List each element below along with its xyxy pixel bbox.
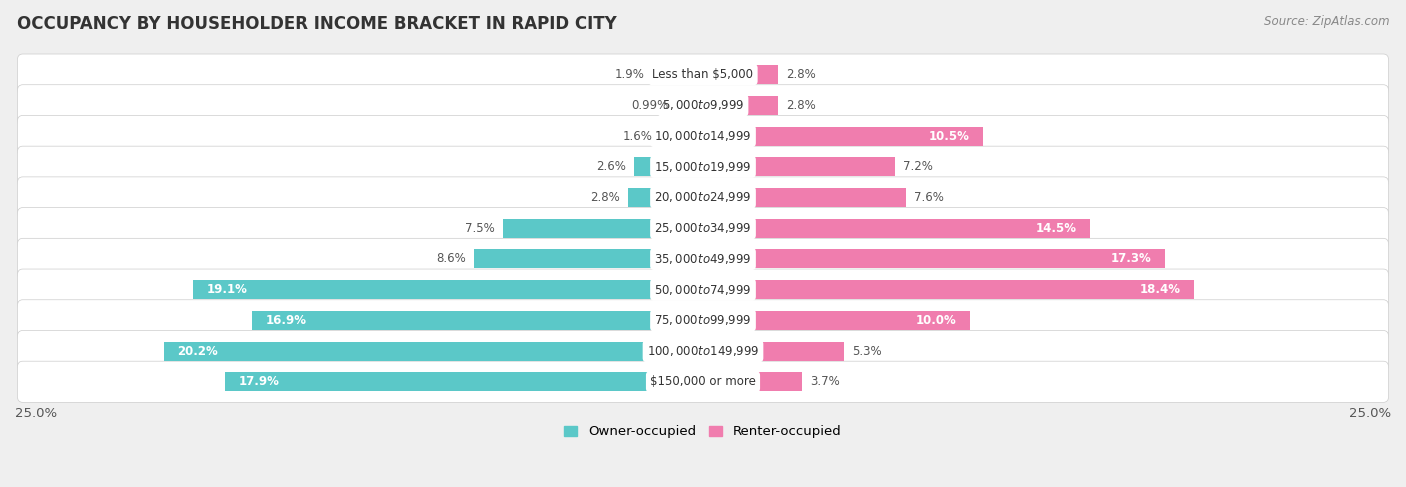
Text: $150,000 or more: $150,000 or more (650, 375, 756, 388)
FancyBboxPatch shape (17, 331, 1389, 372)
Text: 10.0%: 10.0% (915, 314, 956, 327)
Bar (703, 157, 896, 176)
Text: OCCUPANCY BY HOUSEHOLDER INCOME BRACKET IN RAPID CITY: OCCUPANCY BY HOUSEHOLDER INCOME BRACKET … (17, 15, 617, 33)
Bar (676, 96, 703, 115)
Text: 8.6%: 8.6% (436, 252, 465, 265)
Text: Less than $5,000: Less than $5,000 (652, 68, 754, 81)
Bar (703, 372, 801, 391)
Text: 14.5%: 14.5% (1035, 222, 1077, 235)
Text: 2.8%: 2.8% (591, 191, 620, 204)
Text: $25,000 to $34,999: $25,000 to $34,999 (654, 221, 752, 235)
FancyBboxPatch shape (17, 115, 1389, 157)
Bar (503, 219, 703, 238)
Text: 17.9%: 17.9% (239, 375, 280, 388)
Text: 7.6%: 7.6% (914, 191, 943, 204)
Bar (703, 127, 983, 146)
Bar (703, 219, 1090, 238)
Text: 20.2%: 20.2% (177, 345, 218, 357)
Bar (703, 311, 970, 330)
Text: $50,000 to $74,999: $50,000 to $74,999 (654, 282, 752, 297)
FancyBboxPatch shape (17, 85, 1389, 126)
Bar (703, 249, 1164, 268)
Text: $35,000 to $49,999: $35,000 to $49,999 (654, 252, 752, 266)
Bar (252, 311, 703, 330)
Text: $75,000 to $99,999: $75,000 to $99,999 (654, 313, 752, 327)
Bar (652, 65, 703, 84)
Bar (703, 341, 845, 360)
FancyBboxPatch shape (17, 238, 1389, 280)
FancyBboxPatch shape (17, 177, 1389, 218)
Bar (165, 341, 703, 360)
Bar (703, 96, 778, 115)
Text: 3.7%: 3.7% (810, 375, 839, 388)
Text: 7.5%: 7.5% (465, 222, 495, 235)
Text: 2.8%: 2.8% (786, 99, 815, 112)
Bar (634, 157, 703, 176)
Bar (703, 65, 778, 84)
Text: 16.9%: 16.9% (266, 314, 307, 327)
Text: 0.99%: 0.99% (631, 99, 669, 112)
Text: 2.8%: 2.8% (786, 68, 815, 81)
Text: 17.3%: 17.3% (1111, 252, 1152, 265)
FancyBboxPatch shape (17, 146, 1389, 187)
Bar (703, 280, 1194, 299)
Text: $100,000 to $149,999: $100,000 to $149,999 (647, 344, 759, 358)
Text: Source: ZipAtlas.com: Source: ZipAtlas.com (1264, 15, 1389, 28)
Text: $10,000 to $14,999: $10,000 to $14,999 (654, 129, 752, 143)
Bar (703, 188, 905, 207)
FancyBboxPatch shape (17, 269, 1389, 310)
Legend: Owner-occupied, Renter-occupied: Owner-occupied, Renter-occupied (560, 420, 846, 444)
Text: 5.3%: 5.3% (852, 345, 882, 357)
Bar (194, 280, 703, 299)
Text: $15,000 to $19,999: $15,000 to $19,999 (654, 160, 752, 174)
Text: 1.6%: 1.6% (623, 130, 652, 143)
Text: 7.2%: 7.2% (903, 160, 934, 173)
Text: 10.5%: 10.5% (929, 130, 970, 143)
FancyBboxPatch shape (17, 300, 1389, 341)
Bar (225, 372, 703, 391)
Bar (474, 249, 703, 268)
FancyBboxPatch shape (17, 361, 1389, 402)
Text: 18.4%: 18.4% (1139, 283, 1181, 296)
Bar (661, 127, 703, 146)
FancyBboxPatch shape (17, 54, 1389, 95)
Text: 19.1%: 19.1% (207, 283, 247, 296)
Bar (628, 188, 703, 207)
Text: 1.9%: 1.9% (614, 68, 644, 81)
FancyBboxPatch shape (17, 207, 1389, 249)
Text: $20,000 to $24,999: $20,000 to $24,999 (654, 190, 752, 205)
Text: $5,000 to $9,999: $5,000 to $9,999 (662, 98, 744, 112)
Text: 2.6%: 2.6% (596, 160, 626, 173)
